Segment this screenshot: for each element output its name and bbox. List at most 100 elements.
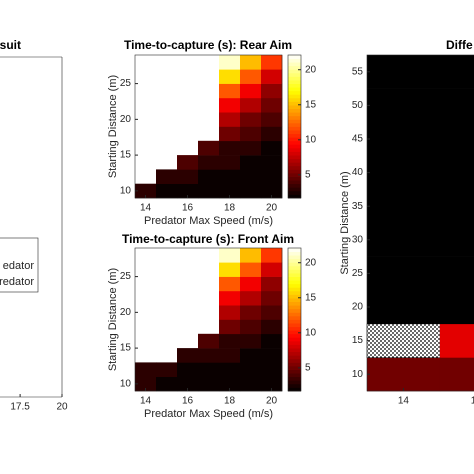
heat-cell <box>135 183 157 199</box>
colorbar-segment <box>288 158 301 163</box>
heat-cell <box>219 83 241 99</box>
colorbar-segment <box>288 55 301 59</box>
heat-cell <box>156 362 178 377</box>
heat-cell <box>219 276 241 292</box>
colorbar-frame <box>287 54 302 199</box>
heat-cell <box>261 55 283 70</box>
colorbar-segment <box>288 340 301 345</box>
heat-cell <box>198 333 220 349</box>
heat-cell <box>261 276 283 292</box>
y-axis-label: Starting Distance (m) <box>107 268 119 371</box>
heat-cell <box>261 376 283 392</box>
colorbar-segment <box>288 119 301 124</box>
colorbar-segment <box>288 287 301 292</box>
heat-cell <box>240 55 262 70</box>
heat-cell <box>219 333 241 349</box>
heat-cell <box>261 183 283 199</box>
heat-cell <box>219 319 241 335</box>
heat-cell <box>156 376 178 392</box>
colorbar-segment <box>288 298 301 303</box>
heat-cell <box>177 348 199 363</box>
heat-cell <box>240 83 262 99</box>
colorbar-segment <box>288 108 301 113</box>
heat-cell <box>240 305 262 320</box>
heat-cell <box>198 362 220 377</box>
colorbar-segment <box>288 387 301 392</box>
colorbar-segment <box>288 337 301 342</box>
colorbar-segment <box>288 101 301 106</box>
heat-cell <box>367 223 441 257</box>
heat-cell <box>219 155 241 170</box>
heat-cell <box>177 155 199 170</box>
colorbar-segment <box>288 94 301 99</box>
axes-frame <box>134 247 283 392</box>
colorbar-segment <box>288 69 301 74</box>
colorbar-segment <box>288 76 301 81</box>
heat-cell <box>261 333 283 349</box>
colorbar-segment <box>288 115 301 120</box>
colorbar-segment <box>288 383 301 388</box>
colorbar-segment <box>288 273 301 277</box>
colorbar-segment <box>288 180 301 185</box>
x-tick-label: 20 <box>266 203 278 214</box>
heat-cell <box>240 348 262 363</box>
colorbar-segment <box>288 294 301 299</box>
heat-cell <box>261 362 283 377</box>
colorbar-segment <box>288 358 301 363</box>
x-tick-label: 18 <box>224 203 236 214</box>
heat-cell <box>240 183 262 199</box>
colorbar-segment <box>288 83 301 88</box>
heat-cell <box>240 140 262 156</box>
heat-cell <box>261 248 283 263</box>
colorbar-segment <box>288 330 301 335</box>
heat-cell <box>439 88 474 123</box>
colorbar-segment <box>288 333 301 338</box>
colorbar-segment <box>288 190 301 195</box>
heat-cell <box>367 189 441 224</box>
colorbar-segment <box>288 97 301 102</box>
x-tick-label: 17.5 <box>10 402 30 413</box>
heat-cell <box>177 169 199 184</box>
heat-cell <box>261 69 283 84</box>
heat-cell <box>261 155 283 170</box>
heat-cell <box>261 305 283 320</box>
colorbar-segment <box>288 258 301 263</box>
heat-cell <box>240 376 262 392</box>
x-tick-label: 14 <box>398 396 410 407</box>
heat-cell <box>240 319 262 335</box>
heat-cell <box>219 348 241 363</box>
heat-cell <box>367 357 441 392</box>
colorbar-segment <box>288 376 301 381</box>
y-axis-label: Starting Distance (m) <box>339 171 351 274</box>
heat-cell <box>261 290 283 306</box>
colorbar-tick-label: 10 <box>305 327 317 338</box>
y-tick-label: 10 <box>120 378 132 389</box>
colorbar-segment <box>288 162 301 167</box>
heat-cell <box>439 55 474 89</box>
colorbar-segment <box>288 326 301 331</box>
colorbar-frame <box>287 247 302 392</box>
heat-cell <box>439 122 474 157</box>
y-tick-label: 30 <box>352 234 364 245</box>
colorbar-segment <box>288 58 301 63</box>
heat-cell <box>367 290 441 325</box>
heat-cell <box>261 126 283 142</box>
heat-cell <box>367 88 441 123</box>
heat-cell <box>240 126 262 142</box>
y-tick-label: 20 <box>120 114 132 125</box>
colorbar-segment <box>288 62 301 67</box>
colorbar-segment <box>288 369 301 374</box>
y-tick-label: 55 <box>352 66 364 77</box>
colorbar-segment <box>288 280 301 285</box>
heat-cell <box>261 348 283 363</box>
colorbar-segment <box>288 315 301 320</box>
colorbar-tick-label: 20 <box>305 64 317 75</box>
chart-title: Time-to-capture (s): Front Aim <box>122 232 294 246</box>
y-tick-label: 20 <box>120 307 132 318</box>
colorbar-segment <box>288 362 301 367</box>
colorbar-segment <box>288 87 301 92</box>
heat-cell <box>198 140 220 156</box>
colorbar-segment <box>288 276 301 281</box>
colorbar-segment <box>288 187 301 192</box>
